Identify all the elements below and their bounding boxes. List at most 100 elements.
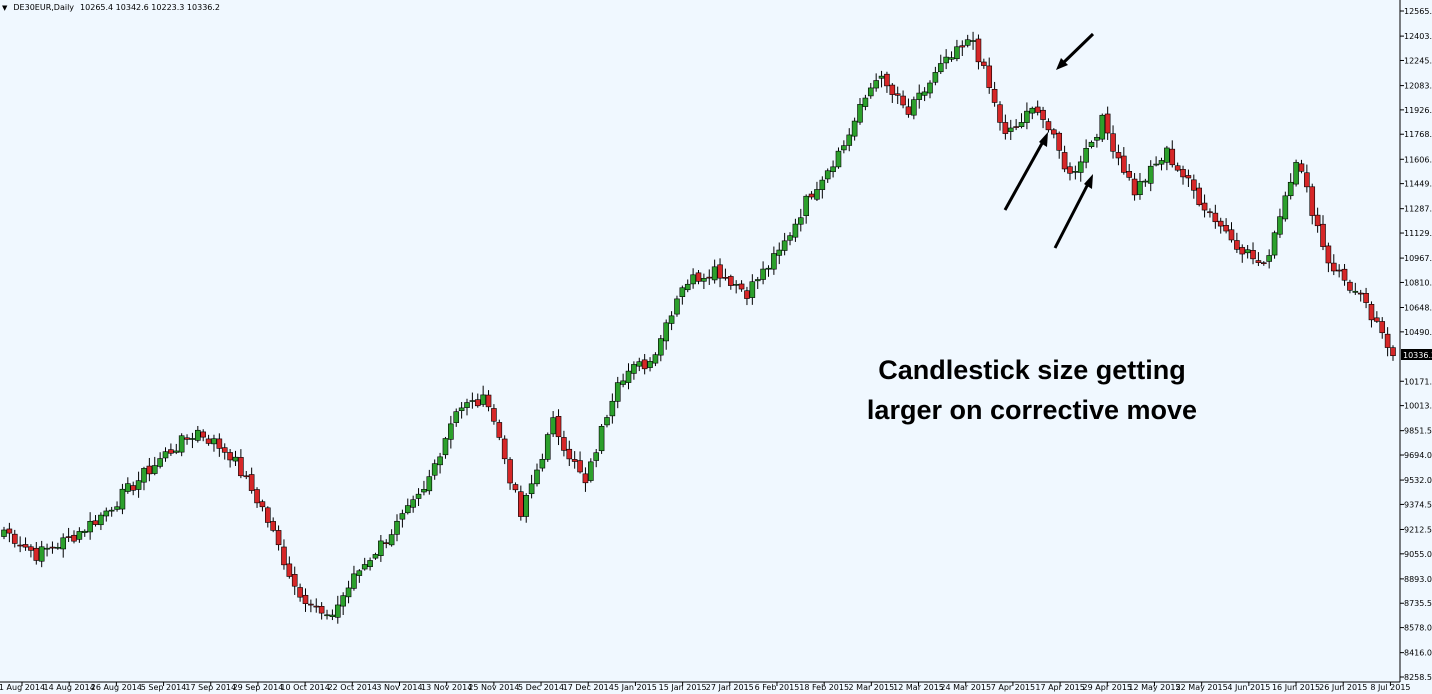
y-tick-label: 9212.5 — [1404, 525, 1432, 534]
y-tick-label: 8893.0 — [1404, 575, 1432, 584]
candle-bull — [1293, 162, 1299, 185]
candle-bear — [1320, 223, 1326, 247]
y-tick-label: 10013.5 — [1404, 402, 1432, 411]
candle-bear — [259, 501, 266, 508]
candle-bull — [943, 56, 949, 64]
candle-bear — [1169, 148, 1176, 166]
candle-bear — [28, 546, 34, 551]
candle-bull — [361, 564, 368, 570]
y-tick-label: 11449.0 — [1404, 180, 1432, 189]
candle-bear — [1115, 152, 1122, 159]
candle-bear — [168, 449, 174, 454]
symbol-timeframe: DE30EUR,Daily — [13, 3, 75, 12]
y-tick-label: 10810.0 — [1404, 278, 1432, 287]
candle-bull — [1352, 290, 1359, 293]
candle-bull — [1094, 137, 1100, 141]
candle-bear — [695, 272, 702, 282]
candle-bull — [954, 46, 960, 60]
candle-bear — [227, 452, 233, 461]
candle-bull — [458, 407, 465, 412]
candle-bull — [437, 456, 443, 466]
candle-bear — [884, 73, 890, 87]
candle-bull — [1088, 141, 1095, 147]
candle-bull — [469, 400, 476, 402]
candle-bull — [932, 72, 939, 83]
candle-bear — [1056, 132, 1063, 151]
arrow-up-right-1-head — [1039, 132, 1048, 147]
candle-bull — [1072, 171, 1079, 173]
candle-bear — [738, 283, 745, 290]
candle-bull — [781, 240, 788, 251]
candle-bull — [1147, 165, 1154, 184]
candle-bull — [356, 570, 363, 576]
candle-bull — [631, 364, 637, 374]
candle-bear — [1341, 268, 1348, 281]
candle-bull — [916, 92, 923, 100]
candle-bull — [927, 82, 933, 94]
candle-bull — [824, 170, 831, 180]
candle-bull — [38, 546, 45, 562]
candle-bull — [1024, 110, 1030, 123]
candle-bull — [523, 495, 530, 517]
candle-bear — [1234, 240, 1240, 250]
candle-bull — [862, 97, 869, 107]
candle-bull — [173, 450, 180, 453]
annotation-arrows — [1003, 32, 1095, 249]
candle-bull — [609, 400, 616, 417]
annotation-text: Candlestick size getting larger on corre… — [812, 350, 1252, 430]
x-tick-label: 13 Nov 2014 — [421, 683, 472, 692]
candle-bull — [1271, 232, 1278, 256]
x-tick-label: 14 Aug 2014 — [44, 683, 95, 692]
candle-bull — [598, 425, 605, 452]
candle-bear — [1201, 202, 1208, 211]
y-tick-label: 11606.5 — [1404, 155, 1432, 164]
candle-bear — [894, 93, 901, 96]
candle-bull — [1, 529, 7, 537]
candle-bear — [728, 276, 734, 286]
candle-bear — [991, 88, 998, 103]
candle-bear — [1185, 175, 1192, 179]
dropdown-triangle-icon[interactable]: ▼ — [2, 3, 8, 12]
candle-bear — [1002, 122, 1009, 134]
x-tick-label: 4 Jun 2015 — [1227, 683, 1270, 692]
candle-bear — [1298, 163, 1305, 172]
candle-bear — [265, 507, 271, 523]
candle-bull — [663, 322, 669, 342]
candle-bull — [674, 298, 680, 315]
candle-bull — [426, 476, 433, 492]
candle-bull — [835, 150, 842, 168]
candle-bull — [151, 465, 158, 474]
candle-bear — [722, 277, 729, 279]
candle-bull — [1158, 160, 1165, 165]
candle-bear — [561, 437, 567, 451]
candle-bull — [394, 520, 400, 535]
candle-bear — [1034, 106, 1041, 113]
x-tick-label: 26 Jun 2015 — [1319, 683, 1367, 692]
candle-bear — [744, 290, 750, 299]
y-tick-label: 12403.0 — [1404, 32, 1432, 41]
candle-bull — [114, 506, 120, 510]
candle-bull — [921, 91, 928, 96]
candle-bull — [588, 461, 594, 481]
candle-bull — [399, 513, 406, 520]
candle-bear — [286, 563, 293, 577]
candle-bear — [501, 438, 508, 460]
x-tick-label: 17 Apr 2015 — [1035, 683, 1084, 692]
x-tick-label: 17 Sep 2014 — [185, 683, 236, 692]
candle-bull — [211, 438, 217, 445]
candle-bear — [1067, 166, 1073, 174]
candle-bear — [1196, 187, 1202, 206]
candle-bull — [544, 434, 551, 460]
candle-bear — [889, 84, 896, 95]
x-tick-label: 17 Dec 2014 — [563, 683, 614, 692]
candle-bear — [254, 489, 260, 504]
y-tick-label: 11287.0 — [1404, 205, 1432, 214]
candle-bull — [873, 80, 879, 89]
candle-bear — [1110, 133, 1116, 152]
candle-bull — [415, 493, 422, 499]
y-tick-label: 9694.0 — [1404, 451, 1432, 460]
candle-bull — [141, 468, 147, 483]
x-tick-label: 2 Mar 2015 — [849, 683, 895, 692]
candle-bear — [1217, 220, 1224, 227]
arrow-down-left — [1058, 32, 1095, 68]
